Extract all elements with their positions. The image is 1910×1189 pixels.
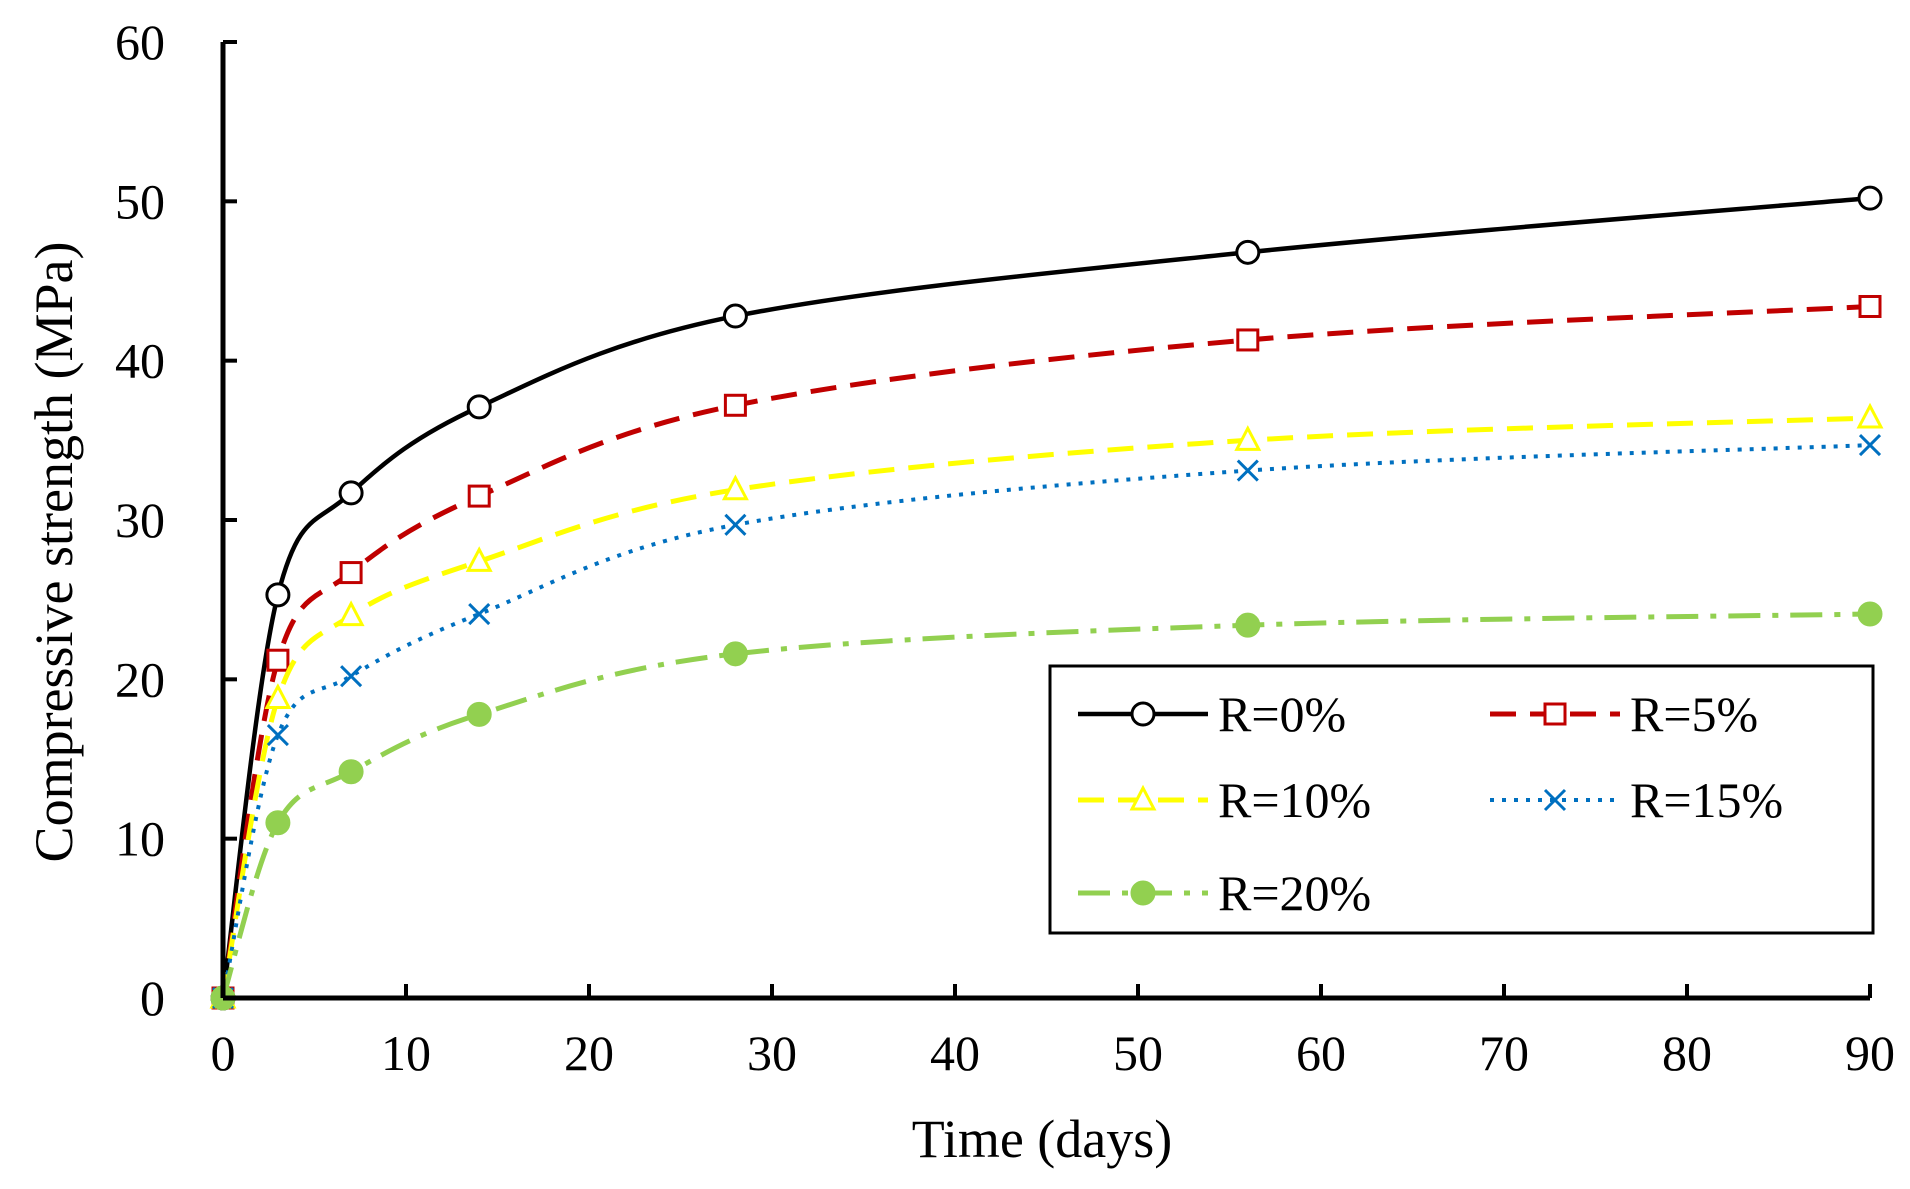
x-tick-label: 50	[1113, 1025, 1163, 1081]
x-tick-label: 0	[211, 1025, 236, 1081]
series-line-3	[221, 443, 1871, 999]
legend-marker-3	[1543, 788, 1567, 812]
y-tick-label: 10	[115, 811, 165, 867]
x-tick-label: 80	[1662, 1025, 1712, 1081]
data-point-1-2	[339, 561, 363, 585]
legend: R=0% R=5% R=10% R=15% R=20%	[1048, 664, 1875, 935]
data-point-3-4	[724, 513, 747, 536]
data-point-2-6	[1856, 402, 1884, 429]
data-point-0-1	[265, 582, 291, 608]
data-point-1-1	[266, 648, 290, 672]
series-line-0	[220, 195, 1871, 999]
data-point-4-6	[1857, 601, 1883, 627]
y-tick-label: 0	[140, 970, 165, 1026]
x-tick-label: 10	[381, 1025, 431, 1081]
legend-label-3: R=15%	[1630, 772, 1783, 828]
data-point-1-5	[1236, 328, 1260, 352]
legend-label-2: R=10%	[1218, 772, 1371, 828]
data-point-0-3	[466, 394, 492, 420]
data-point-4-1	[265, 810, 291, 836]
y-tick-label: 20	[115, 651, 165, 707]
data-point-2-2	[337, 600, 365, 627]
data-point-2-3	[465, 546, 493, 572]
legend-items: R=0% R=5% R=10% R=15% R=20%	[1078, 686, 1783, 921]
data-point-4-3	[466, 701, 492, 727]
data-point-3-1	[266, 724, 289, 747]
x-tick-label: 40	[930, 1025, 980, 1081]
legend-marker-2	[1129, 784, 1157, 811]
data-point-1-4	[723, 393, 747, 417]
legend-label-4: R=20%	[1218, 865, 1371, 921]
data-point-1-6	[1858, 294, 1882, 318]
data-point-4-2	[338, 759, 364, 785]
y-axis-title: Compressive strength (MPa)	[24, 242, 84, 863]
x-tick-label: 20	[564, 1025, 614, 1081]
x-tick-label: 30	[747, 1025, 797, 1081]
data-point-0-2	[338, 480, 364, 506]
legend-label-0: R=0%	[1218, 686, 1346, 742]
data-point-4-4	[722, 641, 748, 667]
data-point-4-5	[1235, 612, 1261, 638]
x-tick-label: 60	[1296, 1025, 1346, 1081]
y-tick-label: 40	[115, 333, 165, 389]
legend-marker-4	[1130, 880, 1156, 906]
legend-box	[1048, 664, 1875, 935]
legend-marker-0	[1130, 701, 1156, 727]
data-point-0-5	[1235, 239, 1261, 265]
data-point-3-3	[468, 602, 491, 626]
series-line-4	[220, 611, 1871, 999]
y-tick-label: 60	[115, 14, 165, 70]
x-axis-title: Time (days)	[912, 1109, 1173, 1169]
legend-label-1: R=5%	[1630, 686, 1758, 742]
x-tick-label: 70	[1479, 1025, 1529, 1081]
y-tick-label: 30	[115, 492, 165, 548]
data-point-1-3	[467, 484, 491, 508]
data-point-3-6	[1858, 434, 1882, 457]
data-point-2-1	[264, 683, 292, 709]
data-point-3-5	[1236, 459, 1259, 482]
data-point-3-2	[340, 665, 363, 688]
legend-marker-1	[1543, 702, 1567, 726]
data-point-0-4	[722, 303, 748, 329]
data-point-0-6	[1857, 185, 1883, 211]
x-tick-label: 90	[1845, 1025, 1895, 1081]
axes-layer: 0 10 20 30 40 50 60 70 80 90 0 10 20 30 40 50 60	[115, 14, 1895, 1081]
y-tick-label: 50	[115, 173, 165, 229]
data-point-2-5	[1234, 425, 1262, 451]
data-point-2-4	[721, 474, 749, 501]
